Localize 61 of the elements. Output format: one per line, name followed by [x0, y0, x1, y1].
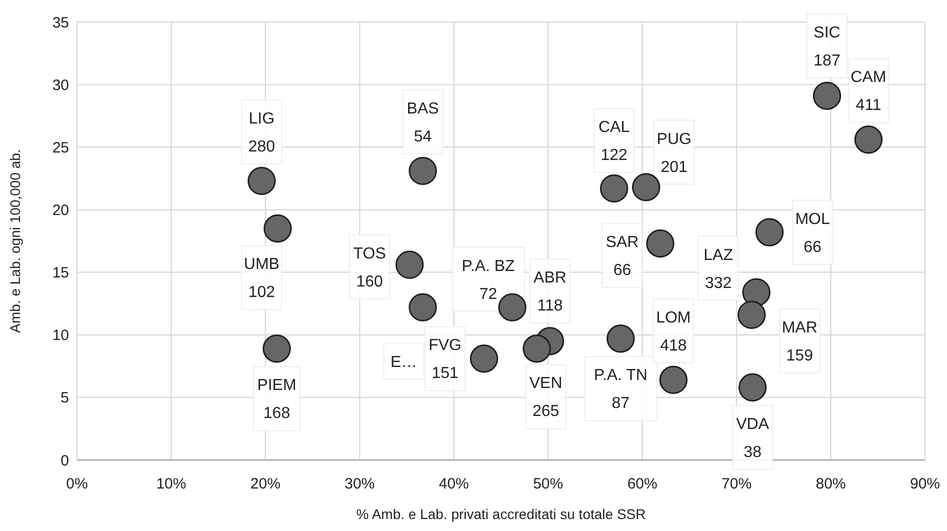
point [742, 278, 770, 306]
point [470, 344, 498, 373]
data-label: P.A. TN 87 [594, 367, 648, 412]
data-label: VEN 265 [529, 375, 562, 420]
y-tick-label: 10 [52, 327, 69, 344]
point [646, 229, 674, 258]
point [738, 300, 766, 329]
x-tick-label: 10% [156, 475, 186, 492]
data-label: LIG 280 [248, 110, 276, 156]
x-tick-label: 70% [722, 475, 752, 492]
point [606, 324, 635, 353]
point [755, 218, 784, 246]
y-axis-title: Amb. e Lab. ogni 100,000 ab. [7, 149, 23, 333]
x-tick-label: 90% [910, 475, 940, 492]
data-label: PIEM 168 [257, 377, 296, 422]
point [659, 366, 688, 394]
data-label: LAZ 332 [704, 246, 734, 292]
data-label: SAR 66 [606, 234, 639, 280]
point [738, 373, 767, 402]
point [854, 126, 883, 154]
point [600, 174, 628, 203]
point [408, 293, 437, 322]
data-label: MAR 159 [782, 319, 818, 364]
x-tick-label: 20% [250, 475, 280, 492]
y-tick-label: 15 [52, 264, 69, 282]
data-label: SIC 187 [814, 24, 840, 70]
x-tick-label: 0% [66, 475, 88, 492]
x-tick-label: 40% [438, 475, 469, 492]
data-label: CAL 122 [598, 119, 630, 164]
data-label: E… [390, 354, 418, 371]
point [812, 82, 842, 110]
y-tick-label: 30 [52, 76, 69, 94]
x-tick-label: 60% [627, 475, 658, 492]
y-tick-label: 0 [60, 452, 69, 470]
data-label: TOS 160 [353, 245, 386, 290]
data-label: P.A. BZ 72 [462, 258, 516, 303]
data-label: VDA 38 [736, 416, 770, 462]
point [264, 214, 292, 243]
y-tick-label: 25 [52, 139, 69, 156]
y-tick-label: 20 [52, 202, 69, 219]
x-tick-label: 50% [533, 475, 564, 492]
point [498, 293, 526, 322]
y-tick-label: 5 [60, 390, 69, 407]
data-label: ABR 118 [534, 270, 566, 315]
data-label: LOM 418 [656, 310, 691, 355]
point [248, 166, 276, 196]
data-label: FVG 151 [428, 337, 462, 382]
data-label: MOL 66 [795, 210, 830, 256]
point [632, 173, 660, 202]
data-label: UMB 102 [244, 256, 280, 302]
data-label: CAM 411 [850, 69, 886, 114]
x-tick-label: 30% [344, 475, 375, 492]
x-tick-label: 80% [816, 475, 846, 492]
point [522, 334, 551, 363]
point [408, 156, 437, 185]
data-label: PUG 201 [656, 130, 692, 176]
data-label: BAS 54 [406, 100, 439, 146]
x-axis-title: % Amb. e Lab. privati accreditati su totale SSR [356, 506, 646, 522]
point [396, 250, 424, 279]
point [262, 334, 291, 363]
y-tick-label: 35 [52, 14, 69, 32]
